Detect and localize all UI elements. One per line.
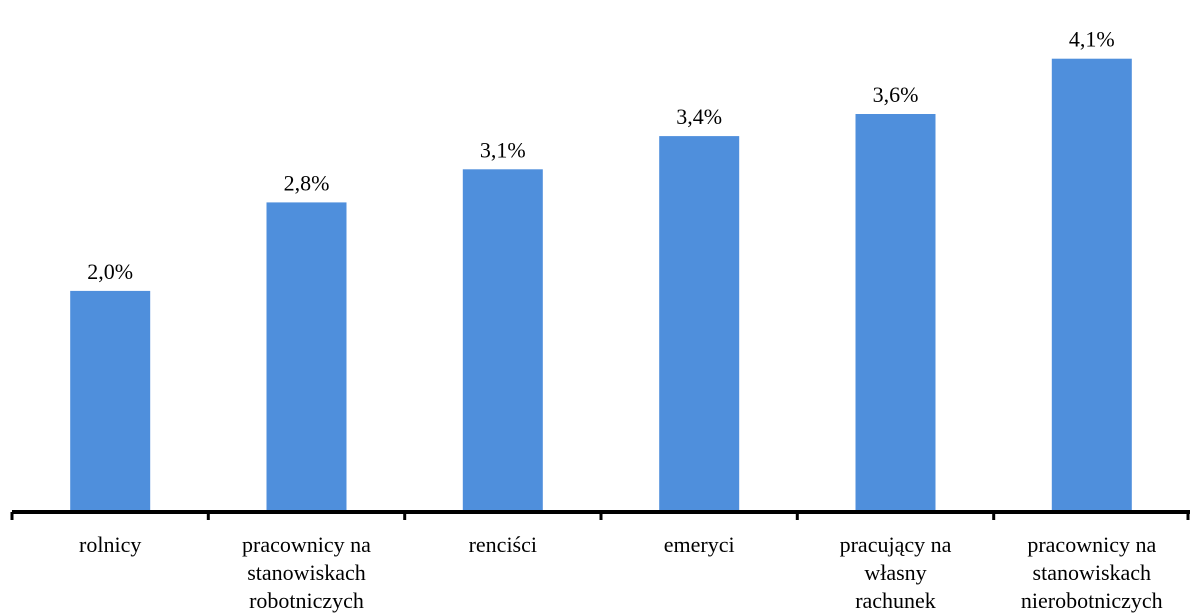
- category-label-0: rolnicy: [79, 532, 141, 557]
- category-label-3: emeryci: [664, 532, 735, 557]
- value-label-1: 2,8%: [284, 170, 330, 195]
- value-label-3: 3,4%: [676, 104, 722, 129]
- category-label-line: własny: [864, 560, 926, 585]
- bar-1: [266, 202, 347, 512]
- category-label-line: rolnicy: [79, 532, 141, 557]
- bars-group: [70, 58, 1132, 513]
- bar-5: [1051, 58, 1132, 512]
- category-label-line: robotniczych: [249, 588, 364, 613]
- category-label-line: nierobotniczych: [1021, 588, 1163, 613]
- category-label-line: emeryci: [664, 532, 735, 557]
- value-label-4: 3,6%: [873, 82, 919, 107]
- value-labels-group: 2,0% 2,8% 3,1% 3,4% 3,6% 4,1%: [87, 27, 1114, 284]
- category-label-line: pracownicy na: [242, 532, 371, 557]
- x-axis: [10, 510, 1190, 520]
- category-label-line: stanowiskach: [247, 560, 366, 585]
- category-label-2: renciści: [469, 532, 537, 557]
- category-label-4: pracujący na własny rachunek: [840, 532, 952, 613]
- category-label-line: renciści: [469, 532, 537, 557]
- category-label-5: pracownicy na stanowiskach nierobotniczych: [1021, 532, 1163, 613]
- category-label-1: pracownicy na stanowiskach robotniczych: [242, 532, 371, 613]
- bar-0: [70, 290, 151, 512]
- category-label-line: pracownicy na: [1027, 532, 1156, 557]
- bar-3: [659, 136, 740, 512]
- category-labels-group: rolnicy pracownicy na stanowiskach robotnic…: [79, 532, 1163, 613]
- category-label-line: rachunek: [855, 588, 936, 613]
- value-label-0: 2,0%: [87, 259, 133, 284]
- bar-2: [462, 169, 543, 513]
- category-label-line: stanowiskach: [1033, 560, 1152, 585]
- value-label-5: 4,1%: [1069, 27, 1115, 52]
- value-label-2: 3,1%: [480, 137, 526, 162]
- category-label-line: pracujący na: [840, 532, 952, 557]
- bar-4: [855, 114, 936, 512]
